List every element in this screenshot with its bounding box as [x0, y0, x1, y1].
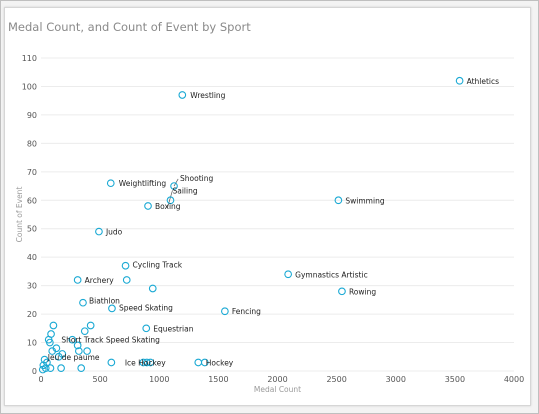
data-point[interactable]	[142, 324, 151, 333]
data-point[interactable]	[77, 364, 86, 373]
data-point[interactable]	[107, 358, 116, 367]
label-leaders	[167, 178, 179, 208]
data-point[interactable]	[57, 364, 65, 373]
x-tick-label: 2500	[326, 375, 346, 384]
data-point[interactable]	[48, 347, 57, 355]
data-points	[38, 76, 464, 374]
point-label: Equestrian	[153, 324, 193, 333]
data-point[interactable]	[194, 358, 203, 367]
data-point[interactable]	[200, 358, 209, 367]
x-tick-label: 1500	[208, 375, 228, 384]
point-labels: Athletics Wrestling Weightlifting Shooting S…	[47, 77, 499, 368]
data-point[interactable]	[38, 365, 47, 374]
x-tick-label: 3000	[386, 375, 406, 384]
data-point[interactable]	[122, 276, 131, 284]
point-label: Fencing	[232, 307, 261, 316]
data-point[interactable]	[54, 352, 63, 361]
point-label: Sailing	[172, 186, 197, 195]
gridlines	[41, 57, 514, 372]
data-point[interactable]	[284, 270, 292, 279]
data-point[interactable]	[74, 347, 83, 355]
point-label: Wrestling	[190, 91, 225, 100]
y-tick-label: 70	[27, 168, 37, 177]
data-point[interactable]	[334, 196, 343, 205]
point-label: Weightlifting	[119, 179, 167, 188]
data-point[interactable]	[455, 76, 464, 85]
x-tick-label: 500	[92, 375, 107, 384]
data-point[interactable]	[221, 307, 229, 316]
x-tick-label: 3500	[445, 375, 465, 384]
data-point[interactable]	[144, 202, 152, 210]
data-point[interactable]	[46, 338, 54, 347]
x-tick-label: 2000	[267, 375, 287, 384]
point-label: Ice Hockey	[125, 358, 166, 367]
point-label: Cycling Track	[133, 261, 183, 270]
data-point[interactable]	[108, 304, 116, 313]
data-point[interactable]	[146, 358, 155, 367]
y-tick-label: 110	[22, 54, 37, 63]
data-point[interactable]	[86, 321, 95, 330]
point-label: Shooting	[180, 174, 213, 183]
y-tick-label: 100	[22, 82, 37, 91]
leader-line	[167, 190, 173, 208]
data-point[interactable]	[178, 91, 187, 99]
x-tick-label: 4000	[504, 375, 524, 384]
x-axis-label: Medal Count	[254, 385, 301, 394]
chart-title: Medal Count, and Count of Event by Sport	[8, 20, 251, 34]
y-tick-label: 90	[27, 111, 37, 120]
data-point[interactable]	[166, 196, 175, 205]
y-axis-label: Count of Event	[15, 187, 24, 243]
y-tick-label: 10	[27, 339, 37, 348]
data-point[interactable]	[106, 179, 115, 188]
point-label: Short Track Speed Skating	[61, 336, 160, 345]
y-tick-label: 30	[27, 282, 37, 291]
y-tick-label: 60	[27, 196, 37, 205]
data-point[interactable]	[68, 335, 77, 344]
point-label: Archery	[85, 276, 115, 285]
data-point[interactable]	[83, 347, 91, 355]
data-point[interactable]	[73, 341, 82, 350]
y-tick-label: 50	[27, 225, 37, 234]
point-label: Swimming	[345, 196, 384, 205]
data-point[interactable]	[80, 327, 89, 336]
y-tick-label: 0	[32, 367, 37, 376]
data-point[interactable]	[46, 364, 55, 373]
tick-labels: 0 10 20 30 40 50 60 70 80 90 100 110 0 500 1000 1500 200…	[22, 54, 524, 384]
point-label: Hockey	[206, 358, 234, 367]
data-point[interactable]	[148, 284, 157, 293]
data-point[interactable]	[79, 298, 87, 307]
data-point[interactable]	[95, 227, 103, 236]
x-tick-label: 0	[38, 375, 43, 384]
data-point[interactable]	[73, 276, 82, 284]
point-label: Gymnastics Artistic	[295, 270, 368, 279]
y-tick-label: 20	[27, 310, 37, 319]
leader-line	[173, 178, 179, 187]
data-point[interactable]	[49, 321, 58, 330]
point-label: Biathlon	[89, 297, 120, 306]
data-point[interactable]	[121, 261, 130, 270]
data-point[interactable]	[338, 287, 346, 296]
x-tick-label: 1000	[149, 375, 169, 384]
point-label: Jeu de paume	[47, 353, 100, 362]
chart-panel	[4, 7, 531, 406]
point-label: Rowing	[349, 287, 376, 296]
y-tick-label: 80	[27, 139, 37, 148]
point-label: Judo	[105, 228, 123, 237]
y-tick-label: 40	[27, 253, 37, 262]
data-point[interactable]	[142, 358, 151, 367]
point-label: Boxing	[155, 202, 181, 211]
point-label: Speed Skating	[119, 303, 173, 312]
data-point[interactable]	[170, 182, 178, 190]
point-label: Athletics	[467, 77, 500, 86]
